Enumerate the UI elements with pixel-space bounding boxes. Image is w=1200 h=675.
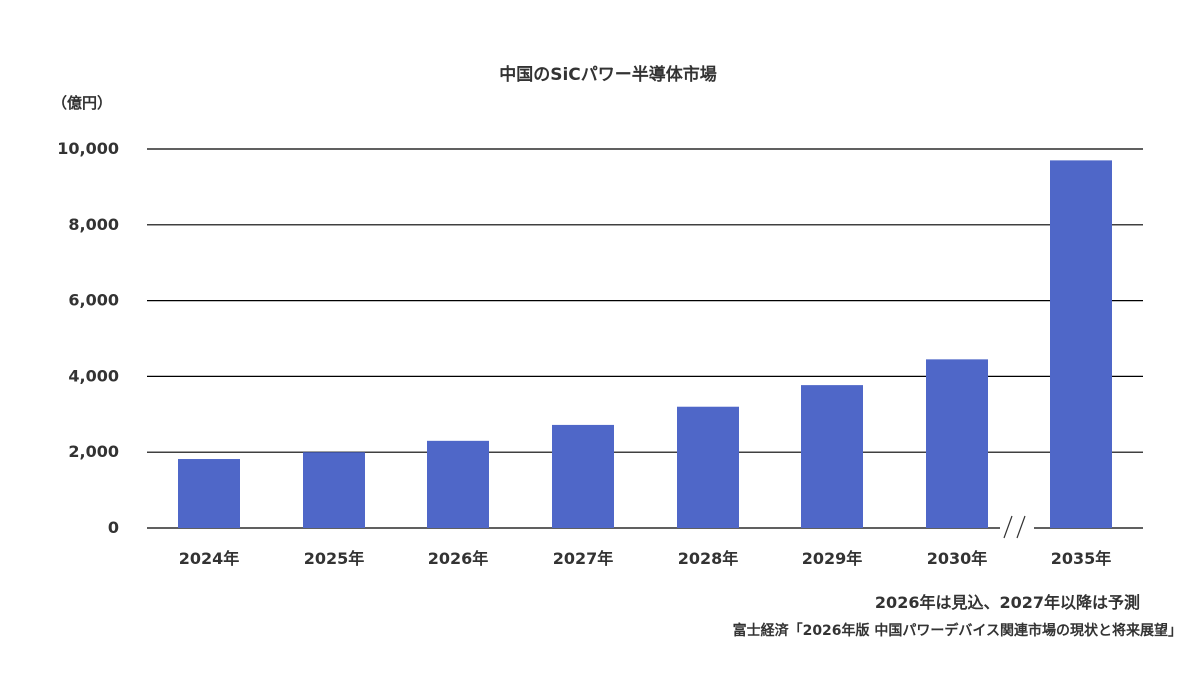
x-tick-label: 2030年	[927, 549, 988, 568]
bar	[926, 359, 988, 528]
footnotes: 2026年は見込、2027年以降は予測	[875, 593, 1140, 612]
x-tick-label: 2024年	[179, 549, 240, 568]
y-unit-label: （億円）	[52, 94, 112, 112]
x-axis-ticks: 2024年 2025年 2026年 2027年 2028年 2029年 2030年 2035年	[179, 549, 1112, 568]
bar	[178, 459, 240, 528]
y-axis-ticks: 0 2,000 4,000 6,000 8,000 10,000	[57, 139, 119, 537]
bar	[801, 385, 863, 528]
bar	[427, 440, 489, 528]
y-tick-label: 8,000	[68, 215, 119, 234]
x-tick-label: 2028年	[678, 549, 739, 568]
bar	[303, 452, 365, 528]
y-tick-label: 10,000	[57, 139, 119, 158]
axis-break	[1000, 515, 1034, 539]
x-tick-label: 2027年	[553, 549, 614, 568]
footnote: 2026年は見込、2027年以降は予測	[875, 593, 1140, 612]
y-tick-label: 2,000	[68, 442, 119, 461]
x-tick-label: 2025年	[304, 549, 365, 568]
bar	[552, 424, 614, 528]
bar	[1050, 160, 1112, 528]
bar	[677, 406, 739, 528]
chart-title: 中国のSiCパワー半導体市場	[499, 64, 717, 85]
y-tick-label: 4,000	[68, 366, 119, 385]
y-tick-label: 6,000	[68, 291, 119, 310]
x-tick-label: 2026年	[428, 549, 489, 568]
bars	[178, 160, 1112, 528]
x-tick-label: 2029年	[802, 549, 863, 568]
y-tick-label: 0	[108, 518, 119, 537]
gridlines	[147, 148, 1143, 529]
axis-break-mark	[1016, 515, 1026, 539]
x-tick-label: 2035年	[1051, 549, 1112, 568]
source-note: 富士経済「2026年版 中国パワーデバイス関連市場の現状と将来展望」	[733, 622, 1182, 639]
axis-break-mark	[1003, 515, 1013, 539]
